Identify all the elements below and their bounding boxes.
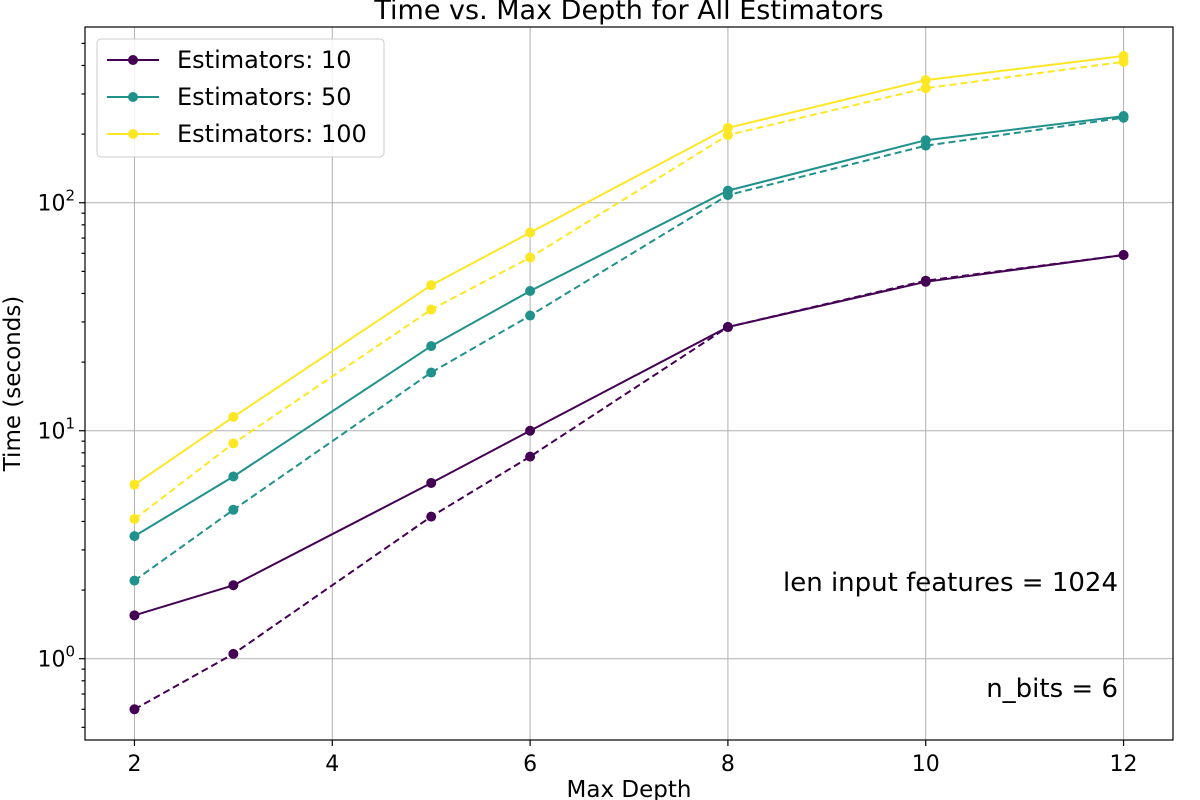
data-point xyxy=(426,341,437,352)
data-point xyxy=(129,531,140,542)
data-point xyxy=(129,514,140,525)
y-tick-label: 102 xyxy=(37,187,75,217)
data-point xyxy=(228,580,239,591)
legend-swatch-marker xyxy=(128,92,138,102)
data-point xyxy=(426,280,437,291)
data-point xyxy=(920,83,931,94)
data-point xyxy=(426,511,437,522)
series-line xyxy=(133,116,1124,582)
data-point xyxy=(1118,112,1129,123)
legend-label: Estimators: 100 xyxy=(177,120,367,148)
data-point xyxy=(920,75,931,86)
data-point xyxy=(722,122,733,133)
series-2 xyxy=(129,111,1129,542)
data-point xyxy=(129,610,140,621)
legend: Estimators: 10 Estimators: 50 Estimators: … xyxy=(96,38,385,158)
y-tick-label: 100 xyxy=(37,643,75,673)
data-point xyxy=(1118,249,1129,260)
data-point xyxy=(722,322,733,333)
data-point xyxy=(426,304,437,315)
data-point xyxy=(525,451,536,462)
legend-item: Estimators: 100 xyxy=(107,120,367,148)
data-point xyxy=(525,425,536,436)
series-5 xyxy=(129,56,1129,525)
legend-item: Estimators: 50 xyxy=(107,83,352,111)
data-point xyxy=(426,367,437,378)
series-4 xyxy=(129,51,1129,490)
data-point xyxy=(920,275,931,286)
legend-frame xyxy=(96,38,385,158)
data-point xyxy=(1118,56,1129,67)
axis-ticks: 2 4 6 8 10 12 100 101 102 xyxy=(37,42,1138,777)
series-line xyxy=(134,254,1124,617)
legend-swatch-marker xyxy=(128,129,138,139)
plot-frame xyxy=(84,26,1174,741)
data-point xyxy=(129,479,140,490)
data-point xyxy=(228,648,239,659)
legend-label: Estimators: 10 xyxy=(177,46,352,74)
data-point xyxy=(228,504,239,515)
data-point xyxy=(525,252,536,263)
data-point xyxy=(525,310,536,321)
series-1 xyxy=(129,249,1129,715)
data-point xyxy=(525,227,536,238)
data-point xyxy=(722,190,733,201)
data-point xyxy=(426,477,437,488)
data-point xyxy=(920,140,931,151)
x-tick-label: 2 xyxy=(127,752,141,777)
x-tick-label: 8 xyxy=(721,752,735,777)
y-axis-label: Time (seconds) xyxy=(0,296,26,473)
data-point xyxy=(129,704,140,715)
series-0 xyxy=(129,249,1129,621)
legend-item: Estimators: 10 xyxy=(107,46,352,74)
x-tick-label: 10 xyxy=(912,752,940,777)
x-tick-label: 12 xyxy=(1110,752,1138,777)
annotation-nbits: n_bits = 6 xyxy=(986,674,1118,704)
legend-label: Estimators: 50 xyxy=(177,83,352,111)
x-tick-label: 6 xyxy=(523,752,537,777)
series-layer xyxy=(129,51,1129,715)
data-point xyxy=(129,575,140,586)
x-axis-label: Max Depth xyxy=(567,777,692,800)
annotation-features: len input features = 1024 xyxy=(783,568,1118,598)
legend-swatch-marker xyxy=(128,55,138,65)
data-point xyxy=(228,471,239,482)
series-line xyxy=(133,115,1124,537)
data-point xyxy=(525,286,536,297)
data-point xyxy=(228,411,239,422)
data-point xyxy=(722,130,733,141)
series-line xyxy=(134,254,1124,711)
y-tick-label: 101 xyxy=(37,415,75,445)
series-3 xyxy=(129,112,1129,586)
x-tick-label: 4 xyxy=(325,752,339,777)
data-point xyxy=(228,438,239,449)
chart-title: Time vs. Max Depth for All Estimators xyxy=(373,0,883,26)
